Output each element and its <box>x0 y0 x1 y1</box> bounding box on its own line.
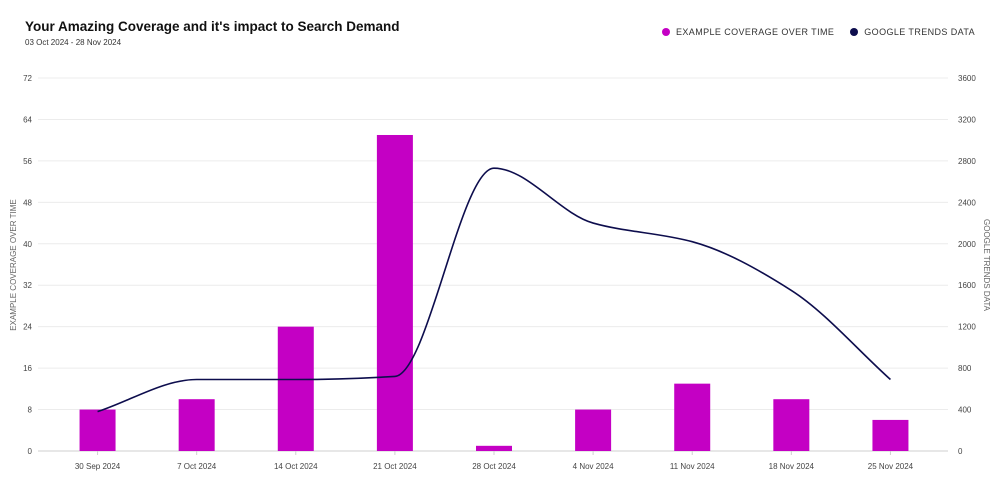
legend-label-trends: GOOGLE TRENDS DATA <box>864 27 975 37</box>
coverage-bar[interactable] <box>872 419 909 451</box>
legend-dot-trends <box>850 28 859 36</box>
left-axis-title: EXAMPLE COVERAGE OVER TIME <box>9 199 18 330</box>
legend-item-trends[interactable]: GOOGLE TRENDS DATA <box>850 27 975 37</box>
trends-line <box>95 165 893 415</box>
x-tick-label: 30 Sep 2024 <box>75 462 121 471</box>
left-tick-label: 32 <box>23 281 32 290</box>
trends-point[interactable] <box>788 287 794 293</box>
trends-point[interactable] <box>392 373 398 379</box>
coverage-bar[interactable] <box>575 409 612 451</box>
right-tick-label: 1600 <box>958 281 976 290</box>
x-tick-label: 4 Nov 2024 <box>573 462 614 471</box>
left-tick-label: 64 <box>23 115 32 124</box>
left-axis-ticks: 0 8 16 24 32 40 48 56 64 72 <box>23 74 32 456</box>
right-axis-ticks: 0 400 800 1200 1600 2000 2400 2800 3200 3600 <box>958 74 976 456</box>
coverage-bar[interactable] <box>773 399 810 451</box>
legend-dot-coverage <box>662 28 670 36</box>
chart-subtitle: 03 Oct 2024 - 28 Nov 2024 <box>25 38 122 47</box>
x-tick-label: 25 Nov 2024 <box>868 462 914 471</box>
x-tick-label: 7 Oct 2024 <box>177 462 217 471</box>
gridlines <box>38 77 948 452</box>
right-tick-label: 2400 <box>958 198 976 207</box>
x-tick-label: 18 Nov 2024 <box>769 462 815 471</box>
trends-point[interactable] <box>689 239 695 245</box>
trends-point[interactable] <box>194 377 200 383</box>
coverage-bar[interactable] <box>376 134 413 451</box>
trends-point[interactable] <box>293 377 299 383</box>
chart-legend: EXAMPLE COVERAGE OVER TIME GOOGLE TRENDS… <box>662 27 975 37</box>
right-tick-label: 2000 <box>958 240 976 249</box>
legend-item-coverage[interactable]: EXAMPLE COVERAGE OVER TIME <box>662 27 834 37</box>
coverage-bar[interactable] <box>476 445 512 451</box>
coverage-bar[interactable] <box>79 409 116 451</box>
trends-point[interactable] <box>887 377 893 383</box>
right-tick-label: 2800 <box>958 157 976 166</box>
coverage-bar[interactable] <box>178 399 215 451</box>
left-tick-label: 72 <box>23 74 32 83</box>
right-tick-label: 1200 <box>958 323 976 332</box>
right-tick-label: 800 <box>958 364 972 373</box>
left-tick-label: 8 <box>28 406 33 415</box>
right-tick-label: 0 <box>958 447 963 456</box>
right-tick-label: 3200 <box>958 115 976 124</box>
x-axis-ticks: 30 Sep 2024 7 Oct 2024 14 Oct 2024 21 Oct 2… <box>75 451 914 471</box>
legend-label-coverage: EXAMPLE COVERAGE OVER TIME <box>676 27 835 37</box>
trends-line-path <box>97 167 891 413</box>
x-tick-label: 21 Oct 2024 <box>373 462 417 471</box>
right-tick-label: 3600 <box>958 74 976 83</box>
trends-point[interactable] <box>95 409 101 415</box>
coverage-bar[interactable] <box>674 383 711 451</box>
coverage-bars <box>79 134 909 451</box>
coverage-bar[interactable] <box>277 326 314 451</box>
left-tick-label: 56 <box>23 157 32 166</box>
right-axis-title: GOOGLE TRENDS DATA <box>982 219 991 312</box>
left-tick-label: 40 <box>23 240 32 249</box>
right-tick-label: 400 <box>958 406 972 415</box>
left-tick-label: 24 <box>23 323 32 332</box>
trends-point[interactable] <box>491 165 497 171</box>
left-tick-label: 48 <box>23 198 32 207</box>
x-tick-label: 28 Oct 2024 <box>472 462 516 471</box>
chart-title: Your Amazing Coverage and it's impact to… <box>25 19 400 34</box>
trends-point[interactable] <box>590 220 596 226</box>
x-tick-label: 14 Oct 2024 <box>274 462 318 471</box>
left-tick-label: 0 <box>28 447 33 456</box>
x-tick-label: 11 Nov 2024 <box>670 462 715 471</box>
left-tick-label: 16 <box>23 364 32 373</box>
